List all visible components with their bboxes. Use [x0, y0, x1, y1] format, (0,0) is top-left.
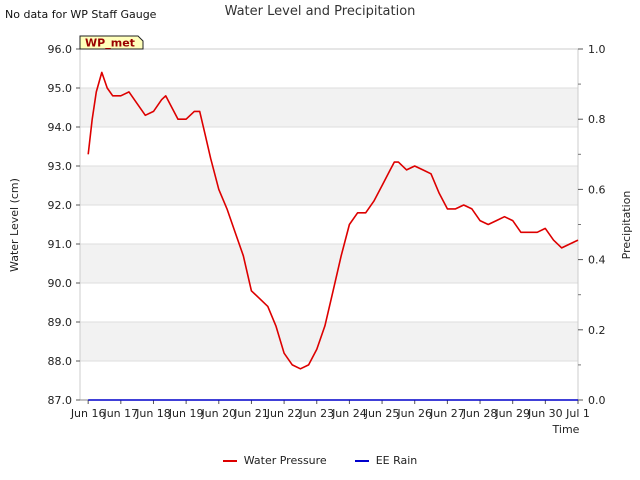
x-tick-label: Jun 27 — [429, 407, 465, 420]
x-tick-label: Jun 25 — [364, 407, 400, 420]
y-left-tick-label: 91.0 — [48, 238, 73, 251]
axis-ticks: 87.0 88.0 89.0 90.0 91.0 92.0 93.0 94.0 95.0 96.0… — [48, 43, 606, 420]
legend-swatch-water-pressure — [222, 459, 237, 462]
background-band — [80, 244, 578, 283]
y-right-tick-label: 1.0 — [588, 43, 606, 56]
x-axis-label: Time — [552, 423, 580, 436]
legend: Water Pressure EE Rain — [0, 454, 640, 467]
y-left-tick-label: 88.0 — [48, 355, 73, 368]
y-left-tick-label: 95.0 — [48, 82, 73, 95]
x-tick-label: Jun 29 — [494, 407, 530, 420]
y-right-tick-label: 0.4 — [588, 254, 606, 267]
y-left-tick-label: 93.0 — [48, 160, 73, 173]
legend-swatch-ee-rain — [354, 459, 369, 462]
station-badge-box — [79, 35, 144, 50]
x-tick-label: Jun 18 — [135, 407, 171, 420]
station-badge: WP_met — [79, 35, 144, 50]
x-tick-label: Jun 30 — [527, 407, 563, 420]
station-badge-label: WP_met — [85, 37, 135, 50]
legend-item-ee-rain: EE Rain — [354, 454, 418, 467]
y-left-tick-label: 87.0 — [48, 394, 73, 407]
x-tick-label: Jun 26 — [396, 407, 432, 420]
background-band — [80, 88, 578, 127]
x-tick-label: Jun 28 — [462, 407, 498, 420]
y-right-tick-label: 0.6 — [588, 183, 606, 196]
no-data-note: No data for WP Staff Gauge — [5, 8, 157, 21]
x-tick-label: Jun 24 — [331, 407, 367, 420]
x-tick-label: Jun 20 — [200, 407, 236, 420]
background-bands — [80, 88, 578, 361]
series-layer — [87, 71, 579, 401]
legend-label-water-pressure: Water Pressure — [243, 454, 327, 467]
chart-title: Water Level and Precipitation — [224, 4, 416, 19]
x-tick-label: Jun 16 — [70, 407, 106, 420]
y-left-tick-label: 90.0 — [48, 277, 73, 290]
legend-item-water-pressure: Water Pressure — [222, 454, 327, 467]
background-band — [80, 322, 578, 361]
y-right-tick-label: 0.8 — [588, 113, 606, 126]
x-tick-label: Jul 1 — [565, 407, 590, 420]
x-tick-label: Jun 22 — [266, 407, 302, 420]
y-left-tick-label: 89.0 — [48, 316, 73, 329]
legend-label-ee-rain: EE Rain — [375, 454, 418, 467]
y-left-tick-label: 96.0 — [48, 43, 73, 56]
background-band — [80, 166, 578, 205]
y-axis-right-label: Precipitation — [620, 191, 633, 260]
y-right-tick-label: 0.0 — [588, 394, 606, 407]
x-tick-label: Jun 21 — [233, 407, 269, 420]
y-right-tick-label: 0.2 — [588, 324, 606, 337]
x-tick-label: Jun 19 — [168, 407, 204, 420]
y-axis-left-label: Water Level (cm) — [8, 178, 21, 272]
series-line-water-pressure — [87, 71, 579, 370]
x-tick-label: Jun 23 — [298, 407, 334, 420]
y-left-tick-label: 92.0 — [48, 199, 73, 212]
y-left-tick-label: 94.0 — [48, 121, 73, 134]
x-tick-label: Jun 17 — [102, 407, 138, 420]
